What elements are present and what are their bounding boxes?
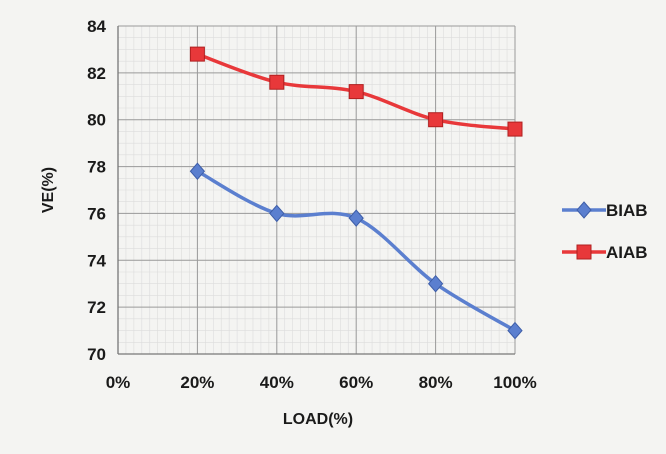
y-tick-label: 84	[87, 17, 106, 36]
x-tick-label: 0%	[106, 373, 131, 392]
legend-label: BIAB	[606, 201, 648, 220]
y-tick-label: 78	[87, 158, 106, 177]
data-point-aiab	[270, 75, 284, 89]
y-tick-label: 70	[87, 345, 106, 364]
y-tick-label: 74	[87, 251, 106, 270]
x-axis-title: LOAD(%)	[283, 411, 353, 428]
y-tick-label: 82	[87, 64, 106, 83]
data-point-aiab	[349, 85, 363, 99]
x-tick-label: 100%	[493, 373, 536, 392]
legend-marker	[577, 245, 591, 259]
x-tick-label: 20%	[180, 373, 214, 392]
legend-label: AIAB	[606, 243, 648, 262]
y-tick-label: 80	[87, 111, 106, 130]
x-tick-label: 40%	[260, 373, 294, 392]
x-tick-label: 80%	[419, 373, 453, 392]
y-axis-title: VE(%)	[40, 167, 57, 213]
data-point-aiab	[429, 113, 443, 127]
x-tick-label: 60%	[339, 373, 373, 392]
y-tick-label: 72	[87, 298, 106, 317]
data-point-aiab	[508, 122, 522, 136]
data-point-aiab	[190, 47, 204, 61]
y-tick-label: 76	[87, 204, 106, 223]
